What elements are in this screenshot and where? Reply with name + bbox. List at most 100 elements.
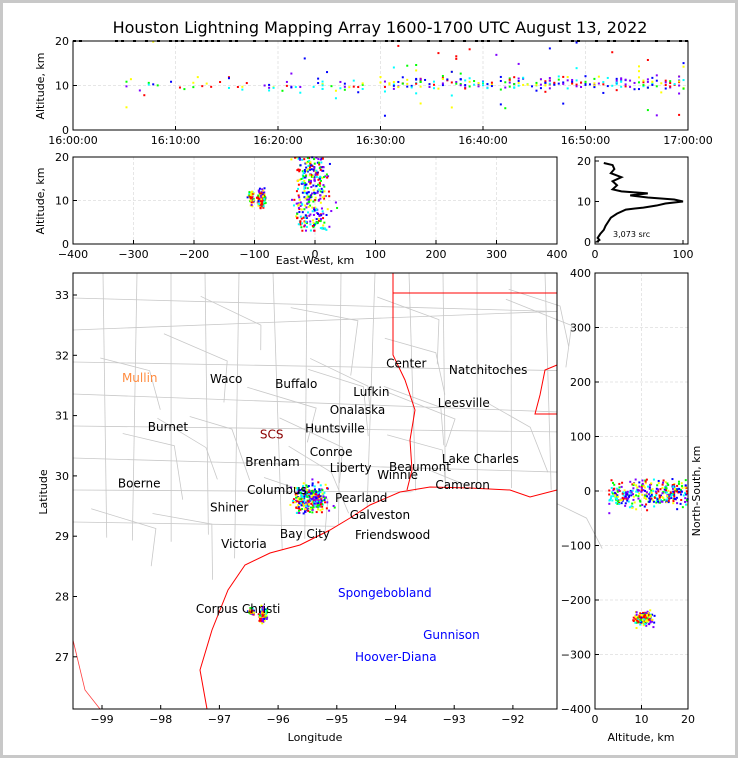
lightning-source <box>309 220 312 223</box>
lightning-source <box>321 80 324 83</box>
lightning-source <box>258 203 261 206</box>
lightning-source <box>260 612 263 615</box>
county-line <box>377 296 440 365</box>
lightning-source <box>575 41 578 44</box>
lightning-source <box>305 183 308 186</box>
lightning-source <box>309 194 312 197</box>
lightning-source <box>392 83 395 86</box>
lightning-source <box>297 487 300 490</box>
lightning-source <box>658 497 661 500</box>
lightning-source <box>681 506 684 509</box>
lightning-source <box>260 192 263 195</box>
lightning-source <box>317 492 320 495</box>
lightning-source <box>323 197 326 200</box>
county-line <box>263 477 329 545</box>
lightning-source <box>562 102 565 105</box>
x-tick-label: −98 <box>149 713 172 726</box>
lightning-source <box>637 490 640 493</box>
lightning-source <box>297 187 300 190</box>
lightning-source <box>318 163 321 166</box>
lightning-source <box>437 52 440 55</box>
lightning-source <box>321 84 324 87</box>
lightning-source <box>490 81 493 84</box>
lightning-source <box>308 499 311 502</box>
lightning-source <box>682 494 685 497</box>
lightning-source <box>610 495 613 498</box>
lightning-source <box>672 486 675 489</box>
lightning-source <box>392 81 395 84</box>
lightning-source <box>326 487 329 490</box>
lightning-source <box>642 621 645 624</box>
lightning-source <box>655 74 658 77</box>
lightning-source <box>295 494 298 497</box>
lightning-source <box>156 84 159 87</box>
lightning-source <box>301 495 304 498</box>
lightning-source <box>553 81 556 84</box>
lightning-source <box>319 190 322 193</box>
lightning-source <box>620 502 623 505</box>
lightning-source <box>266 616 269 619</box>
lightning-source <box>307 198 310 201</box>
lightning-source <box>652 499 655 502</box>
lightning-source <box>310 168 313 171</box>
lightning-source <box>655 85 658 88</box>
lightning-source <box>310 186 313 189</box>
lightning-source <box>632 620 635 623</box>
lightning-source <box>317 497 320 500</box>
lightning-source <box>615 81 618 84</box>
x-tick-label: 16:40:00 <box>458 134 507 147</box>
lightning-source <box>504 81 507 84</box>
lightning-source <box>620 78 623 81</box>
lightning-source <box>316 171 319 174</box>
town-label: Boerne <box>118 477 161 491</box>
lightning-source <box>641 503 644 506</box>
lightning-source <box>608 489 611 492</box>
lightning-source <box>321 499 324 502</box>
lightning-source <box>642 79 645 82</box>
lightning-source <box>319 220 322 223</box>
lightning-source <box>649 495 652 498</box>
lightning-source <box>250 204 253 207</box>
lightning-source <box>317 199 320 202</box>
lightning-source <box>313 167 316 170</box>
lightning-source <box>432 83 435 86</box>
county-line <box>91 508 157 567</box>
lightning-source <box>667 489 670 492</box>
lightning-source <box>309 213 312 216</box>
lightning-source <box>299 204 302 207</box>
lightning-source <box>314 173 317 176</box>
lightning-source <box>646 86 649 89</box>
lightning-source <box>671 484 674 487</box>
lightning-source <box>129 78 132 81</box>
lightning-source <box>624 85 627 88</box>
lightning-source <box>602 83 605 86</box>
lightning-source <box>419 102 422 105</box>
lightning-source <box>317 504 320 507</box>
lightning-source <box>309 492 312 495</box>
lightning-source <box>459 72 462 75</box>
lightning-source <box>678 487 681 490</box>
lightning-source <box>255 196 258 199</box>
lightning-source <box>306 489 309 492</box>
lightning-source <box>656 498 659 501</box>
lightning-source <box>645 478 648 481</box>
lightning-source <box>650 482 653 485</box>
y-tick-label: 0 <box>62 238 69 251</box>
lightning-source <box>660 82 663 85</box>
lightning-source <box>294 86 297 89</box>
lightning-source <box>298 502 301 505</box>
lightning-source <box>147 83 150 86</box>
lightning-source <box>517 62 520 65</box>
lightning-source <box>673 497 676 500</box>
lightning-source <box>298 168 301 171</box>
lightning-source <box>330 210 333 213</box>
lightning-source <box>673 494 676 497</box>
lightning-source <box>298 196 301 199</box>
lightning-source <box>309 181 312 184</box>
county-line <box>72 361 558 371</box>
lightning-source <box>309 161 312 164</box>
lightning-source <box>455 80 458 83</box>
county-line <box>247 386 317 443</box>
lightning-source <box>308 495 311 498</box>
lightning-source <box>665 499 668 502</box>
